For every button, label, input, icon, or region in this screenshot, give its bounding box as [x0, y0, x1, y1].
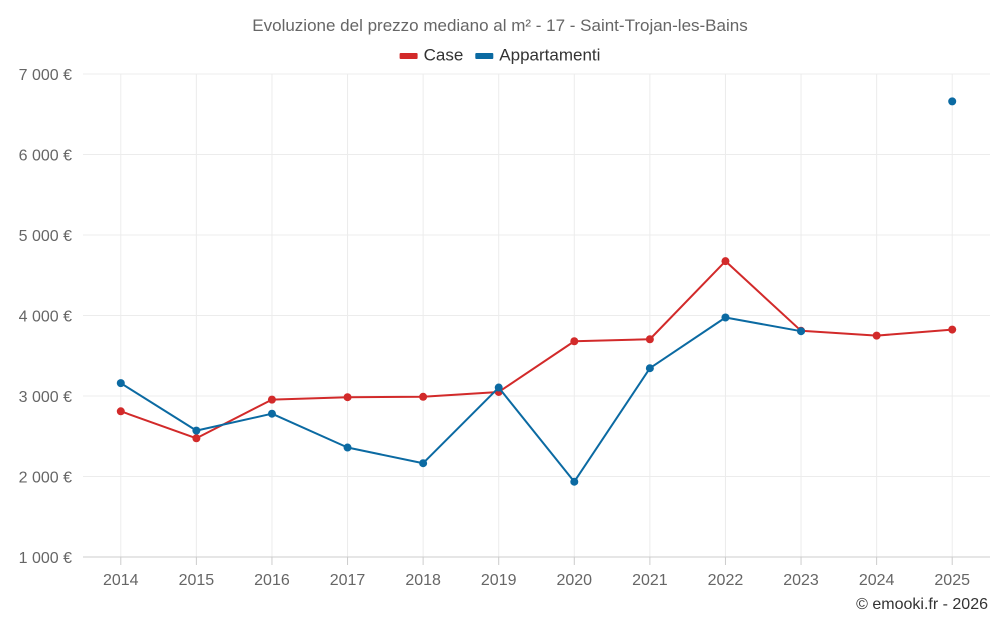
y-tick-label: 7 000 € [19, 67, 72, 84]
credit-text: © emooki.fr - 2026 [856, 596, 988, 613]
data-point-appartamenti[interactable] [267, 409, 276, 418]
x-tick-label: 2014 [103, 572, 139, 589]
legend[interactable]: Case Appartamenti [399, 45, 601, 64]
series-appartamenti [116, 97, 957, 486]
series-line-case [120, 260, 953, 440]
x-tick-label: 2016 [254, 572, 290, 589]
x-tick-label: 2024 [859, 572, 895, 589]
legend-label: Appartamenti [499, 45, 600, 64]
series-layer [116, 97, 957, 486]
series-case [116, 257, 957, 443]
data-point-appartamenti[interactable] [948, 97, 957, 106]
series-line-appartamenti [121, 101, 952, 481]
data-point-appartamenti[interactable] [192, 426, 201, 435]
x-tick-label: 2015 [179, 572, 215, 589]
legend-swatch [399, 53, 418, 59]
data-point-case[interactable] [192, 434, 201, 443]
legend-item-case[interactable]: Case [399, 45, 464, 64]
data-point-case[interactable] [872, 331, 881, 340]
data-point-case[interactable] [948, 325, 957, 334]
x-tick-label: 2018 [405, 572, 441, 589]
data-point-case[interactable] [267, 395, 276, 404]
y-tick-label: 3 000 € [19, 389, 72, 406]
y-tick-label: 1 000 € [19, 550, 72, 567]
y-tick-label: 6 000 € [19, 148, 72, 165]
data-point-case[interactable] [419, 392, 428, 401]
x-tick-label: 2023 [783, 572, 819, 589]
x-tick-label: 2019 [481, 572, 517, 589]
x-tick-label: 2021 [632, 572, 668, 589]
data-point-case[interactable] [721, 257, 730, 266]
data-point-appartamenti[interactable] [419, 459, 428, 468]
chart-title: Evoluzione del prezzo mediano al m² - 17… [252, 16, 747, 35]
data-point-case[interactable] [645, 335, 654, 344]
x-tick-label: 2022 [708, 572, 744, 589]
data-point-appartamenti[interactable] [721, 313, 730, 322]
data-point-appartamenti[interactable] [116, 379, 125, 388]
data-point-appartamenti[interactable] [494, 383, 503, 392]
x-tick-label: 2025 [934, 572, 970, 589]
data-point-case[interactable] [343, 393, 352, 402]
data-point-appartamenti[interactable] [797, 327, 806, 336]
axes: 1 000 € 2 000 € 3 000 € 4 000 € 5 000 € 6 000… [19, 67, 990, 589]
x-tick-label: 2017 [330, 572, 366, 589]
legend-item-appartamenti[interactable]: Appartamenti [475, 45, 600, 64]
legend-swatch [475, 53, 494, 59]
legend-label: Case [424, 45, 464, 64]
y-tick-label: 2 000 € [19, 470, 72, 487]
y-tick-label: 4 000 € [19, 309, 72, 326]
data-point-appartamenti[interactable] [343, 443, 352, 452]
data-point-appartamenti[interactable] [645, 364, 654, 373]
data-point-case[interactable] [116, 407, 125, 416]
data-point-appartamenti[interactable] [570, 477, 579, 486]
grid [83, 73, 990, 557]
data-point-case[interactable] [570, 337, 579, 346]
x-tick-label: 2020 [556, 572, 592, 589]
y-tick-label: 5 000 € [19, 228, 72, 245]
